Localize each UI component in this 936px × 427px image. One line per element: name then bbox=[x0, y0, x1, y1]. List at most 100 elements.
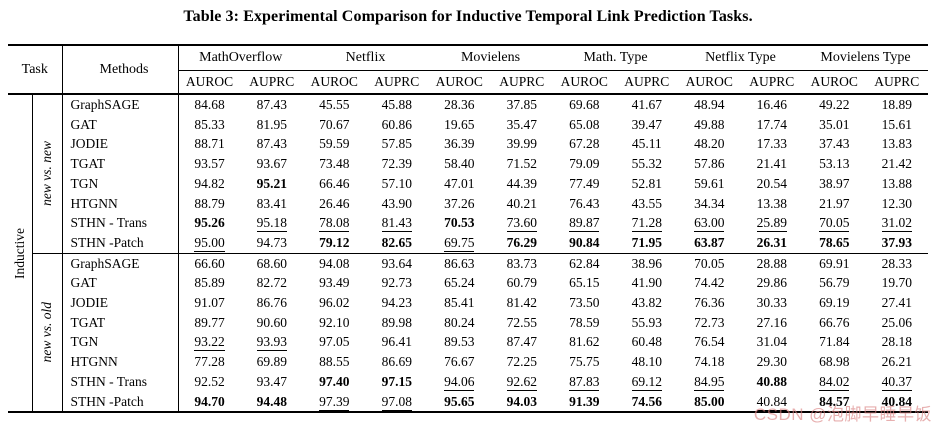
metric-value: 53.13 bbox=[819, 156, 850, 172]
metric-value: 45.11 bbox=[631, 136, 662, 152]
value-cell: 58.40 bbox=[428, 154, 491, 174]
value-cell: 49.88 bbox=[678, 115, 741, 135]
value-cell: 13.38 bbox=[741, 194, 804, 214]
metric-value: 48.20 bbox=[694, 136, 725, 152]
metric-value: 87.47 bbox=[506, 334, 537, 350]
metric-value: 31.04 bbox=[756, 334, 787, 350]
value-cell: 60.86 bbox=[366, 115, 429, 135]
method-label: GraphSAGE bbox=[62, 252, 179, 274]
value-cell: 30.33 bbox=[741, 293, 804, 313]
value-cell: 93.64 bbox=[365, 252, 428, 274]
method-label: HTGNN bbox=[62, 352, 179, 372]
metric-value: 85.33 bbox=[194, 116, 225, 132]
value-cell: 89.98 bbox=[366, 313, 429, 333]
metric-value: 13.83 bbox=[881, 136, 912, 152]
value-cell: 40.84 bbox=[741, 392, 804, 413]
table-row: new vs. old GraphSAGE 66.60 68.60 94.08 93.64… bbox=[8, 252, 928, 413]
metric-value: 21.42 bbox=[881, 156, 912, 172]
value-cell: 78.08 bbox=[303, 213, 366, 233]
group-header-mathoverflow: MathOverflow bbox=[178, 45, 303, 71]
table-title: Table 3: Experimental Comparison for Ind… bbox=[183, 8, 753, 25]
value-cell: 38.97 bbox=[803, 174, 866, 194]
metric-value: 41.90 bbox=[631, 275, 662, 291]
value-cell: 28.18 bbox=[866, 332, 929, 352]
value-cell: 12.30 bbox=[866, 194, 929, 214]
table-body: Inductive new vs. new GraphSAGE 84.68 87.43 4… bbox=[8, 94, 929, 413]
value-cell: 63.87 bbox=[678, 233, 741, 253]
header-methods-label: Methods bbox=[99, 61, 149, 77]
metric-value: 89.87 bbox=[569, 215, 600, 233]
metric-value: 93.47 bbox=[256, 373, 287, 389]
group-header-netflix: Netflix bbox=[303, 45, 428, 71]
value-cell: 83.73 bbox=[490, 252, 553, 274]
metric-header-auroc: AUROC bbox=[803, 70, 866, 95]
metric-value: 44.39 bbox=[506, 175, 537, 191]
value-cell: 20.54 bbox=[741, 174, 804, 194]
metric-value: 19.65 bbox=[444, 116, 475, 132]
value-cell: 90.60 bbox=[241, 313, 304, 333]
value-cell: 63.00 bbox=[678, 213, 741, 233]
value-cell: 21.41 bbox=[741, 154, 804, 174]
value-cell: 72.55 bbox=[491, 313, 554, 333]
value-cell: 92.62 bbox=[491, 372, 554, 392]
metric-value: 56.79 bbox=[819, 275, 850, 291]
value-cell: 28.33 bbox=[865, 252, 928, 274]
metric-value: 84.95 bbox=[694, 373, 725, 391]
metric-value: 57.85 bbox=[381, 136, 412, 152]
value-cell: 27.41 bbox=[866, 293, 929, 313]
table-row: GAT 85.89 82.72 93.49 92.73 65.24 60.79 65.15 41… bbox=[8, 273, 928, 294]
metric-value: 69.68 bbox=[569, 97, 600, 112]
value-cell: 19.65 bbox=[428, 115, 491, 135]
value-cell: 41.90 bbox=[616, 273, 679, 293]
metric-value: 89.98 bbox=[381, 314, 412, 330]
value-cell: 43.90 bbox=[366, 194, 429, 214]
value-cell: 95.18 bbox=[241, 213, 304, 233]
metric-value: 45.55 bbox=[319, 97, 350, 112]
table-row: JODIE 91.07 86.76 96.02 94.23 85.41 81.42 73.50… bbox=[8, 293, 928, 313]
metric-value: 97.39 bbox=[319, 393, 350, 411]
value-cell: 25.06 bbox=[866, 313, 929, 333]
value-cell: 84.57 bbox=[803, 392, 866, 413]
value-cell: 48.94 bbox=[678, 94, 741, 115]
value-cell: 31.02 bbox=[866, 213, 929, 233]
metric-value: 65.15 bbox=[569, 275, 600, 291]
method-label: STHN -Patch bbox=[62, 391, 179, 413]
value-cell: 80.24 bbox=[428, 313, 491, 333]
value-cell: 16.46 bbox=[741, 94, 804, 115]
table-row: JODIE 88.71 87.43 59.59 57.85 36.39 39.99 67.28… bbox=[8, 134, 928, 155]
value-cell: 82.72 bbox=[241, 273, 304, 293]
value-cell: 95.65 bbox=[428, 392, 491, 413]
metric-value: 38.96 bbox=[631, 255, 662, 271]
metric-value: 94.08 bbox=[319, 255, 350, 271]
value-cell: 97.15 bbox=[366, 372, 429, 392]
value-cell: 84.02 bbox=[803, 372, 866, 392]
metric-value: 70.05 bbox=[819, 215, 850, 233]
metric-header-auprc: AUPRC bbox=[740, 70, 803, 95]
table-row: STHN -Patch 94.70 94.48 97.39 97.08 95.65 94.0… bbox=[8, 391, 928, 413]
metric-value: 86.63 bbox=[444, 255, 475, 271]
metric-value: 92.52 bbox=[194, 373, 225, 389]
metric-value: 35.47 bbox=[506, 116, 537, 132]
metric-value: 17.33 bbox=[756, 136, 787, 152]
value-cell: 66.60 bbox=[178, 252, 241, 274]
value-cell: 75.75 bbox=[553, 352, 616, 372]
metric-value: 26.46 bbox=[319, 195, 350, 211]
value-cell: 47.01 bbox=[428, 174, 491, 194]
value-cell: 43.82 bbox=[616, 293, 679, 313]
value-cell: 88.79 bbox=[178, 194, 241, 214]
value-cell: 40.21 bbox=[491, 194, 554, 214]
metric-value: 40.84 bbox=[756, 393, 787, 411]
value-cell: 73.60 bbox=[491, 213, 554, 233]
metric-value: 29.86 bbox=[756, 275, 787, 291]
metric-value: 81.43 bbox=[381, 215, 412, 233]
value-cell: 40.37 bbox=[866, 372, 929, 392]
value-cell: 78.65 bbox=[803, 233, 866, 253]
metric-header-auroc: AUROC bbox=[428, 70, 491, 95]
value-cell: 66.46 bbox=[303, 174, 366, 194]
metric-value: 59.59 bbox=[319, 136, 350, 152]
metric-value: 57.86 bbox=[694, 156, 725, 172]
table-row: TGN 93.22 93.93 97.05 96.41 89.53 87.47 81.62 60… bbox=[8, 332, 929, 353]
metric-value: 72.55 bbox=[506, 314, 537, 330]
metric-value: 82.72 bbox=[256, 275, 287, 291]
value-cell: 18.89 bbox=[866, 94, 929, 115]
